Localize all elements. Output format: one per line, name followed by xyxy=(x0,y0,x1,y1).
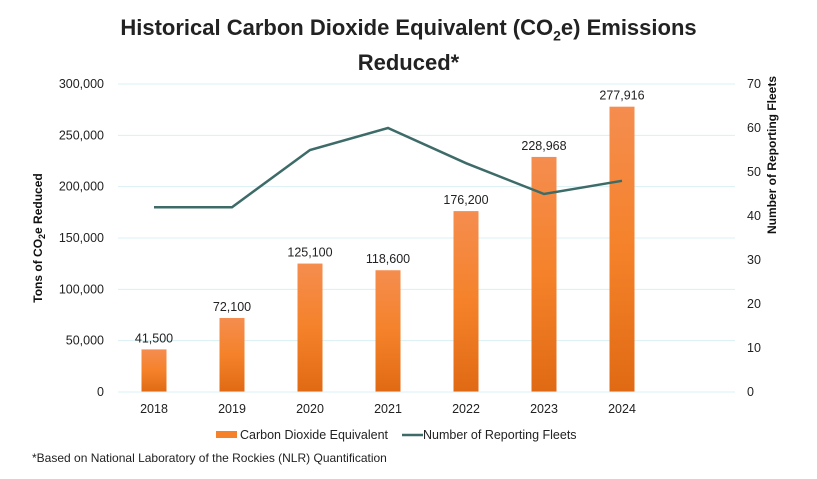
bar-data-label: 125,100 xyxy=(287,246,332,260)
bar-data-label: 41,500 xyxy=(135,331,173,345)
legend-label-line: Number of Reporting Fleets xyxy=(423,428,577,442)
legend-label-bar: Carbon Dioxide Equivalent xyxy=(240,428,389,442)
bar-2020 xyxy=(297,263,323,392)
bar-data-label: 176,200 xyxy=(443,193,488,207)
x-tick-label: 2022 xyxy=(452,402,480,416)
y-tick-label: 150,000 xyxy=(59,231,104,245)
y-axis-title: Tons of CO2e Reduced xyxy=(31,173,47,302)
bar-data-label: 228,968 xyxy=(521,139,566,153)
y2-tick-label: 70 xyxy=(747,77,761,91)
y2-tick-label: 20 xyxy=(747,297,761,311)
y-tick-label: 300,000 xyxy=(59,77,104,91)
y-tick-label: 200,000 xyxy=(59,180,104,194)
bar-data-label: 277,916 xyxy=(599,89,644,103)
legend-swatch-bar xyxy=(216,431,237,438)
x-tick-label: 2019 xyxy=(218,402,246,416)
bar-data-label: 72,100 xyxy=(213,300,251,314)
bar-2024 xyxy=(609,106,635,392)
x-tick-label: 2021 xyxy=(374,402,402,416)
bar-data-label: 118,600 xyxy=(366,252,410,266)
bar-2023 xyxy=(531,156,557,392)
y2-tick-label: 30 xyxy=(747,253,761,267)
y-tick-label: 250,000 xyxy=(59,128,104,142)
y-tick-label: 50,000 xyxy=(66,334,104,348)
bar-2021 xyxy=(375,270,401,392)
y2-tick-label: 50 xyxy=(747,165,761,179)
x-tick-label: 2023 xyxy=(530,402,558,416)
footnote: *Based on National Laboratory of the Roc… xyxy=(32,451,387,465)
bar-2022 xyxy=(453,211,479,392)
y2-tick-label: 40 xyxy=(747,209,761,223)
y2-tick-label: 60 xyxy=(747,121,761,135)
y2-tick-label: 0 xyxy=(747,385,754,399)
y2-axis-title: Number of Reporting Fleets xyxy=(765,76,779,234)
x-tick-label: 2020 xyxy=(296,402,324,416)
x-tick-label: 2024 xyxy=(608,402,636,416)
chart-title: Historical Carbon Dioxide Equivalent (CO… xyxy=(120,15,697,76)
y2-tick-label: 10 xyxy=(747,341,761,355)
y-tick-label: 100,000 xyxy=(59,282,104,296)
bar-2018 xyxy=(141,349,167,392)
bar-2019 xyxy=(219,317,245,392)
y-tick-label: 0 xyxy=(97,385,104,399)
x-tick-label: 2018 xyxy=(140,402,168,416)
